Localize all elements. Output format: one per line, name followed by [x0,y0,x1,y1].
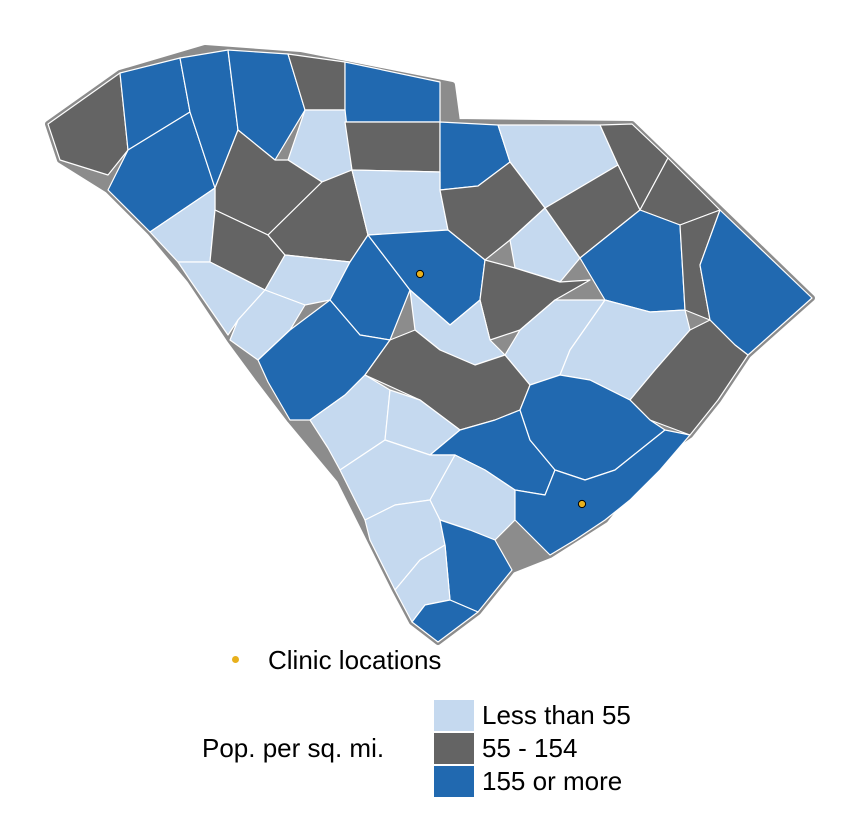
clinic-legend-label: Clinic locations [268,645,442,675]
density-legend-title: Pop. per sq. mi. [202,733,385,763]
county [629,319,749,436]
county [227,49,306,161]
county [514,429,691,556]
legend-swatch-high [434,766,474,797]
county [411,599,479,643]
legend-label-low: Less than 55 [482,700,631,730]
county [509,207,581,283]
legend-swatch-mid [434,733,474,764]
clinic-marker-charleston [577,499,587,509]
legend-label-mid: 55 - 154 [482,733,578,763]
clinic-marker-columbia [415,269,425,279]
county [351,169,449,236]
legend-label-high: 155 or more [482,766,623,796]
legend-swatch-low [434,700,474,731]
clinic-legend-icon [232,656,239,663]
county [47,72,129,176]
county [344,121,441,173]
